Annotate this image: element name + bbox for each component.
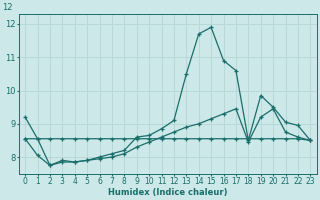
- X-axis label: Humidex (Indice chaleur): Humidex (Indice chaleur): [108, 188, 228, 197]
- Text: 12: 12: [3, 3, 13, 12]
